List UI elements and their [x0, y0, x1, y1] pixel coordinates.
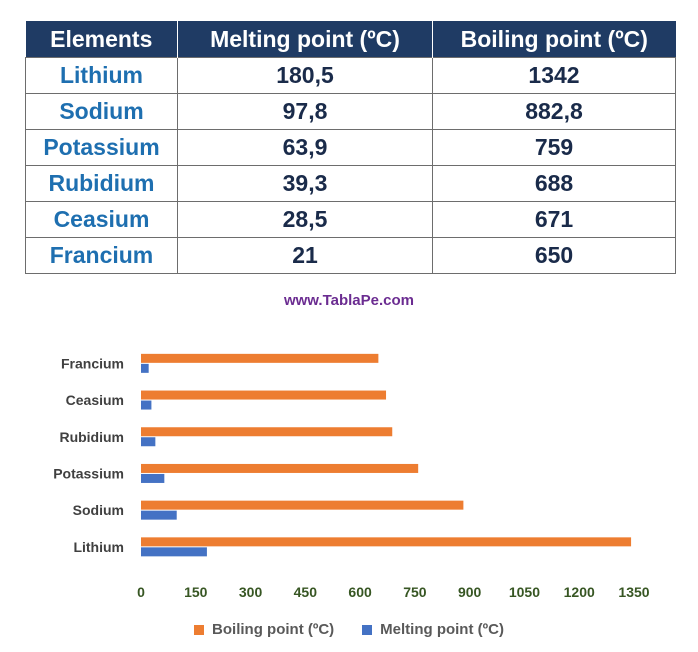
table-row: Rubidium 39,3 688 — [25, 165, 676, 202]
legend-label-melting: Melting point (ºC) — [380, 621, 504, 638]
category-label: Potassium — [53, 465, 124, 481]
boiling-point-value: 759 — [432, 129, 676, 166]
x-tick-label: 1050 — [509, 584, 540, 600]
x-tick-label: 450 — [294, 584, 318, 600]
chart-legend: Boiling point (ºC) Melting point (ºC) — [0, 621, 698, 638]
bar-melting-rubidium — [141, 437, 156, 447]
legend-label-boiling: Boiling point (ºC) — [212, 621, 335, 638]
bar-chart: Lithium Sodium Potassium Rubidium Ceasium Fra… — [53, 353, 650, 600]
category-label: Lithium — [73, 539, 124, 555]
x-tick-label: 150 — [184, 584, 208, 600]
bar-melting-francium — [141, 363, 149, 373]
table-row: Lithium 180,5 1342 — [25, 57, 676, 94]
elements-table: Elements Melting point (ºC) Boiling poin… — [25, 21, 676, 274]
watermark-text: www.TablaPe.com — [283, 292, 415, 309]
element-name: Ceasium — [25, 201, 178, 238]
bar-melting-lithium — [141, 547, 207, 557]
melting-point-value: 39,3 — [177, 165, 433, 202]
element-name: Potassium — [25, 129, 178, 166]
element-name: Rubidium — [25, 165, 178, 202]
melting-point-value: 180,5 — [177, 57, 433, 94]
table-header-row: Elements Melting point (ºC) Boiling poin… — [25, 21, 676, 58]
element-name: Sodium — [25, 93, 178, 130]
melting-point-value: 21 — [177, 237, 433, 274]
table-row: Sodium 97,8 882,8 — [25, 93, 676, 130]
element-name: Lithium — [25, 57, 178, 94]
melting-point-value: 97,8 — [177, 93, 433, 130]
header-boiling-point: Boiling point (ºC) — [432, 21, 676, 58]
bar-boiling-lithium — [141, 537, 632, 547]
legend-item-boiling: Boiling point (ºC) — [194, 621, 334, 638]
element-name: Francium — [25, 237, 178, 274]
legend-swatch-melting — [362, 624, 373, 635]
category-label: Francium — [61, 355, 124, 371]
x-tick-label: 750 — [403, 584, 427, 600]
category-label: Rubidium — [59, 429, 124, 445]
x-tick-label: 900 — [458, 584, 482, 600]
bar-boiling-sodium — [141, 500, 464, 510]
boiling-point-value: 671 — [432, 201, 676, 238]
x-tick-label: 0 — [137, 584, 145, 600]
bar-melting-sodium — [141, 510, 177, 520]
bar-boiling-potassium — [141, 463, 419, 473]
table-row: Francium 21 650 — [25, 237, 676, 274]
melting-point-value: 28,5 — [177, 201, 433, 238]
category-label: Sodium — [73, 502, 124, 518]
x-tick-label: 300 — [239, 584, 263, 600]
bar-boiling-ceasium — [141, 390, 387, 400]
table-row: Ceasium 28,5 671 — [25, 201, 676, 238]
bar-melting-potassium — [141, 473, 165, 483]
legend-item-melting: Melting point (ºC) — [362, 621, 504, 638]
bar-boiling-rubidium — [141, 427, 393, 437]
boiling-point-value: 650 — [432, 237, 676, 274]
bar-melting-ceasium — [141, 400, 152, 410]
x-tick-label: 1350 — [618, 584, 649, 600]
legend-swatch-boiling — [194, 624, 205, 635]
table-row: Potassium 63,9 759 — [25, 129, 676, 166]
boiling-point-value: 1342 — [432, 57, 676, 94]
melting-point-value: 63,9 — [177, 129, 433, 166]
bar-boiling-francium — [141, 353, 379, 363]
header-elements: Elements — [25, 21, 178, 58]
boiling-point-value: 882,8 — [432, 93, 676, 130]
x-tick-label: 1200 — [564, 584, 595, 600]
category-label: Ceasium — [66, 392, 124, 408]
x-tick-label: 600 — [348, 584, 372, 600]
header-melting-point: Melting point (ºC) — [177, 21, 433, 58]
boiling-point-value: 688 — [432, 165, 676, 202]
